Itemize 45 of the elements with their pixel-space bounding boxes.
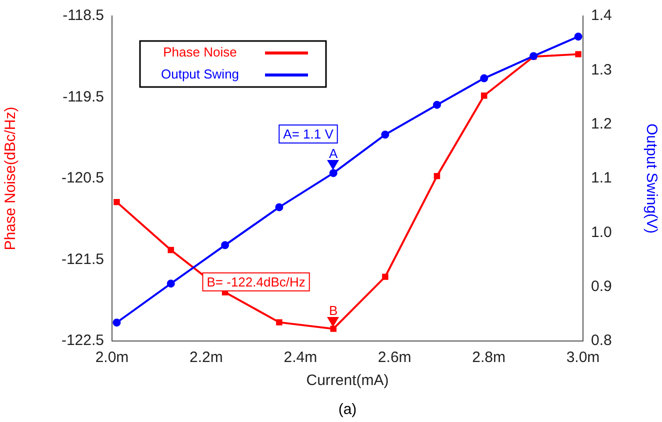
x-tick-label: 2.2m — [190, 349, 223, 366]
y2-tick-label: 1.2 — [591, 115, 612, 132]
point — [168, 246, 174, 254]
annotation: B= -122.4dBc/Hz — [206, 274, 306, 290]
y2-tick-label: 1.4 — [591, 7, 612, 24]
y2-tick-label: 1.3 — [591, 61, 612, 78]
point — [480, 92, 488, 99]
x-tick-label: 2.0m — [95, 349, 129, 366]
point — [166, 280, 175, 288]
y2-tick-label: 0.8 — [591, 332, 612, 350]
y2-tick-label: 0.9 — [591, 278, 612, 295]
point — [221, 241, 230, 250]
y2-tick-label: 1.1 — [591, 170, 612, 187]
point — [276, 319, 282, 326]
point — [112, 318, 121, 327]
y-tick-label: -122.5 — [61, 332, 104, 350]
y2-axis-title: Output Swing(V) — [642, 123, 660, 234]
y-tick-label: -118.5 — [62, 7, 104, 24]
point — [432, 100, 441, 109]
annotation: A= 1.1 V — [283, 126, 334, 142]
annotation: A — [329, 146, 338, 161]
legend-label: Phase Noise — [163, 44, 237, 60]
point — [329, 169, 338, 178]
y-axis-title: Phase Noise(dBc/Hz) — [2, 106, 20, 250]
y2-tick-label: 1.0 — [591, 224, 612, 241]
point — [575, 51, 582, 58]
x-tick-label: 2.4m — [284, 349, 318, 366]
y-tick-label: -119.5 — [62, 88, 104, 106]
point — [480, 74, 488, 82]
x-tick-label: 3.0m — [566, 349, 600, 366]
x-tick-label: 2.6m — [378, 349, 412, 366]
y-tick-label: -120.5 — [61, 170, 104, 187]
point — [434, 172, 440, 180]
x-axis-title: Current(mA) — [306, 372, 389, 390]
point — [574, 32, 582, 41]
y-tick-label: -121.5 — [61, 250, 104, 268]
legend-label: Output Swing — [160, 66, 240, 82]
point — [275, 203, 284, 212]
point — [330, 326, 336, 332]
text: (a) — [338, 401, 357, 418]
x-tick-label: 2.8m — [472, 349, 506, 366]
point — [381, 130, 390, 139]
point — [114, 198, 120, 206]
point — [382, 274, 388, 280]
annotation: B — [329, 302, 338, 318]
